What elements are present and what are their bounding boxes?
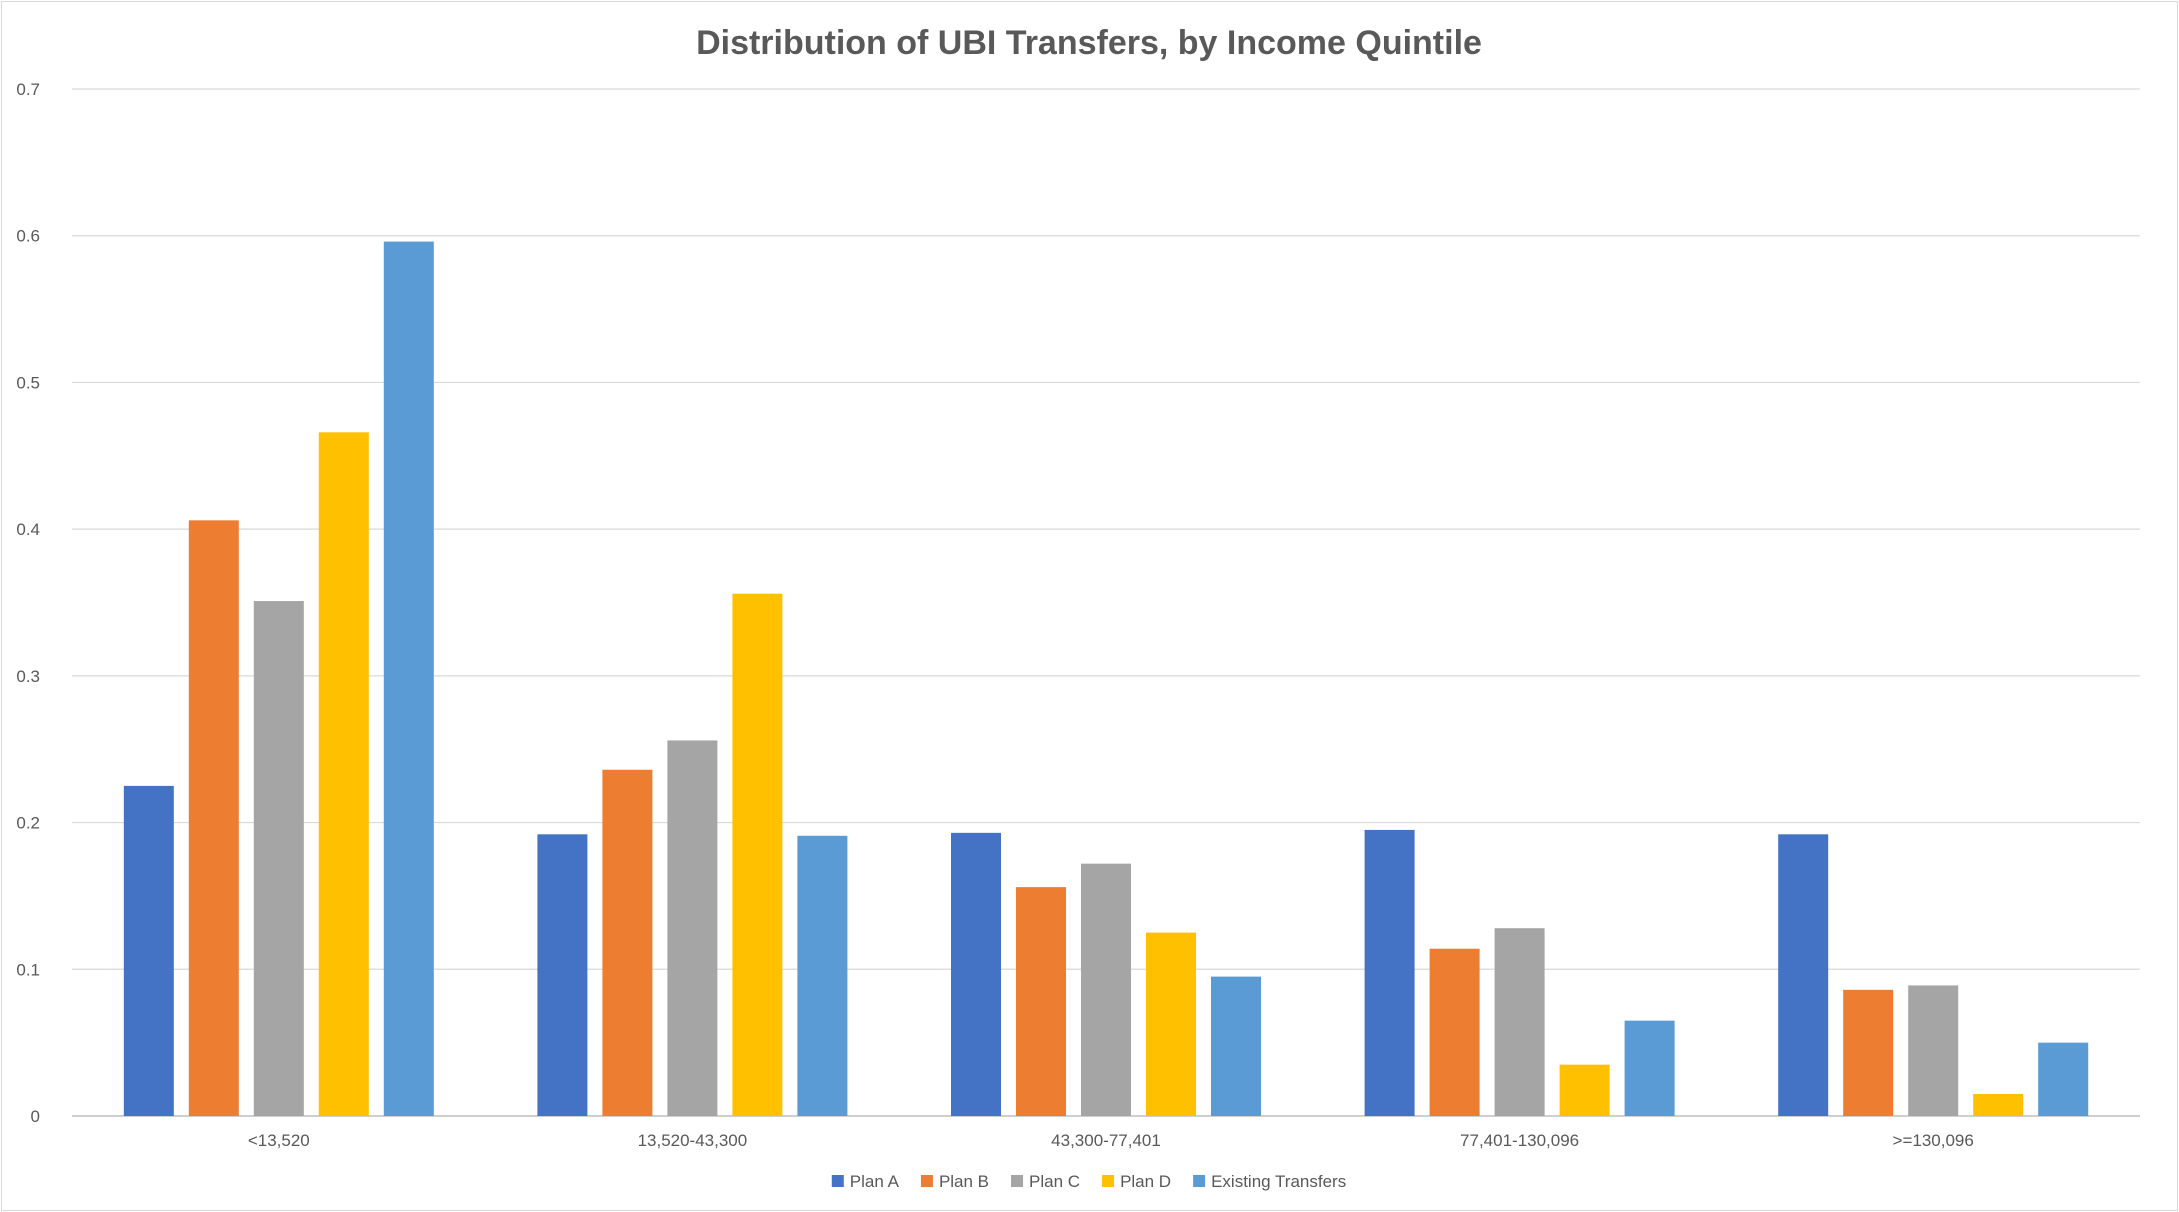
bar-existing-transfers xyxy=(1211,976,1261,1116)
x-axis-ticks: <13,520 13,520-43,300 43,300-77,401 77,401-… xyxy=(248,1131,1974,1150)
legend-swatch xyxy=(1193,1175,1206,1187)
x-tick-label: >=130,096 xyxy=(1893,1131,1974,1150)
legend-label: Existing Transfers xyxy=(1211,1172,1346,1191)
bar-existing-transfers xyxy=(383,241,434,1116)
y-tick-label: 0.6 xyxy=(16,227,40,246)
bar-plan-d xyxy=(318,432,369,1117)
bar-plan-d xyxy=(732,593,783,1116)
bar-plan-c xyxy=(1908,985,1959,1116)
y-tick-label: 0.7 xyxy=(16,80,40,99)
bar-plan-c xyxy=(1081,863,1131,1116)
bar-plan-b xyxy=(1843,989,1894,1116)
x-tick-label: <13,520 xyxy=(248,1131,310,1150)
bar-plan-d xyxy=(1146,932,1196,1116)
legend-item: Plan D xyxy=(1102,1172,1171,1191)
bar-existing-transfers xyxy=(2038,1042,2089,1116)
bar-plan-a xyxy=(123,785,174,1116)
legend-swatch xyxy=(1011,1175,1024,1187)
y-tick-label: 0.5 xyxy=(16,373,40,392)
x-tick-label: 43,300-77,401 xyxy=(1051,1131,1161,1150)
bar-existing-transfers xyxy=(797,835,848,1116)
bar-plan-b xyxy=(188,520,239,1116)
bar-plan-d xyxy=(1973,1093,2024,1116)
legend-item: Plan C xyxy=(1011,1172,1080,1191)
y-tick-label: 0.1 xyxy=(16,960,40,979)
bar-plan-d xyxy=(1559,1064,1610,1116)
legend-swatch xyxy=(831,1175,844,1187)
bar-plan-c xyxy=(253,601,304,1116)
bar-existing-transfers xyxy=(1624,1020,1675,1116)
y-tick-label: 0.2 xyxy=(16,814,40,833)
y-tick-label: 0 xyxy=(31,1107,40,1126)
y-tick-label: 0.3 xyxy=(16,667,40,686)
y-tick-label: 0.4 xyxy=(16,520,40,539)
bar-plan-c xyxy=(1494,928,1545,1116)
bar-plan-b xyxy=(1429,948,1480,1116)
bar-plan-c xyxy=(667,740,718,1116)
bar-plan-a xyxy=(951,832,1001,1116)
bar-plan-a xyxy=(1778,834,1829,1116)
legend: Plan A Plan B Plan C Plan D Existing Transfe… xyxy=(831,1172,1346,1191)
legend-swatch xyxy=(920,1175,933,1187)
legend-swatch xyxy=(1102,1175,1115,1187)
bar-plan-b xyxy=(602,769,653,1116)
legend-label: Plan D xyxy=(1120,1172,1171,1191)
chart-title: Distribution of UBI Transfers, by Income… xyxy=(696,24,1482,62)
bars xyxy=(123,241,2089,1117)
x-tick-label: 13,520-43,300 xyxy=(638,1131,748,1150)
y-axis-ticks: 0 0.1 0.2 0.3 0.4 0.5 0.6 0.7 xyxy=(16,80,40,1126)
legend-label: Plan C xyxy=(1029,1172,1080,1191)
legend-label: Plan A xyxy=(850,1172,900,1191)
bar-plan-a xyxy=(1364,829,1415,1116)
legend-item: Plan B xyxy=(920,1172,989,1191)
bar-plan-a xyxy=(537,834,588,1116)
legend-item: Plan A xyxy=(831,1172,900,1191)
bar-plan-b xyxy=(1016,887,1066,1116)
legend-label: Plan B xyxy=(939,1172,989,1191)
x-tick-label: 77,401-130,096 xyxy=(1460,1131,1579,1150)
legend-item: Existing Transfers xyxy=(1193,1172,1346,1191)
